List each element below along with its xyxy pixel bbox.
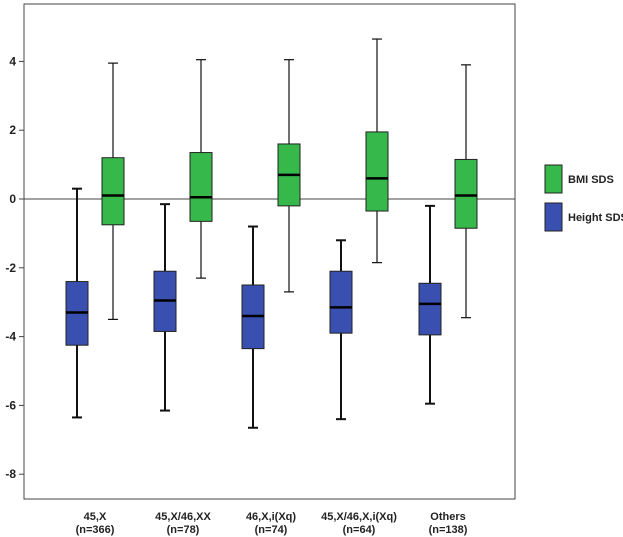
x-category-count: (n=366) — [76, 524, 115, 536]
x-axis-labels: 45,X(n=366)45,X/46,XX(n=78)46,X,i(Xq)(n=… — [76, 511, 468, 536]
box-height-sds — [153, 203, 177, 412]
y-tick-label: 2 — [9, 123, 16, 137]
y-tick-label: -8 — [5, 467, 16, 481]
iqr-box — [189, 152, 213, 222]
legend-swatch — [544, 202, 563, 232]
box-height-sds — [329, 239, 353, 421]
box-height-sds — [65, 187, 89, 419]
iqr-box — [454, 158, 478, 229]
y-tick-label: -4 — [5, 330, 16, 344]
x-category-count: (n=78) — [167, 524, 200, 536]
iqr-box — [329, 270, 353, 334]
iqr-box — [365, 131, 389, 212]
legend-swatch — [544, 164, 563, 194]
box-bmi-sds — [277, 59, 301, 293]
box-bmi-sds — [189, 59, 213, 279]
box-bmi-sds — [101, 62, 125, 320]
y-tick-label: -6 — [5, 398, 16, 412]
y-tick-label: 0 — [9, 192, 16, 206]
y-axis: 4 2 0 -2 -4 -6 -8 — [5, 54, 24, 481]
x-category-label: 45,X/46,XX — [155, 511, 211, 523]
box-layer — [65, 38, 478, 429]
legend: BMI SDS Height SDS — [544, 164, 623, 232]
x-category-count: (n=74) — [255, 524, 288, 536]
x-category-count: (n=64) — [343, 524, 376, 536]
iqr-box — [418, 282, 442, 336]
x-category-count: (n=138) — [429, 524, 468, 536]
box-height-sds — [241, 225, 265, 429]
y-tick-label: 4 — [9, 54, 16, 68]
box-bmi-sds — [454, 64, 478, 319]
iqr-box — [101, 157, 125, 226]
y-tick-label: -2 — [5, 261, 16, 275]
box-height-sds — [418, 204, 442, 405]
x-category-label: 45,X — [84, 511, 107, 523]
x-category-label: 46,X,i(Xq) — [246, 511, 296, 523]
box-bmi-sds — [365, 38, 389, 264]
x-category-label: 45,X/46,X,i(Xq) — [321, 511, 397, 523]
legend-label: BMI SDS — [568, 174, 614, 186]
x-category-label: Others — [430, 511, 465, 523]
plot-frame — [23, 3, 516, 500]
legend-label: Height SDS — [568, 212, 623, 224]
